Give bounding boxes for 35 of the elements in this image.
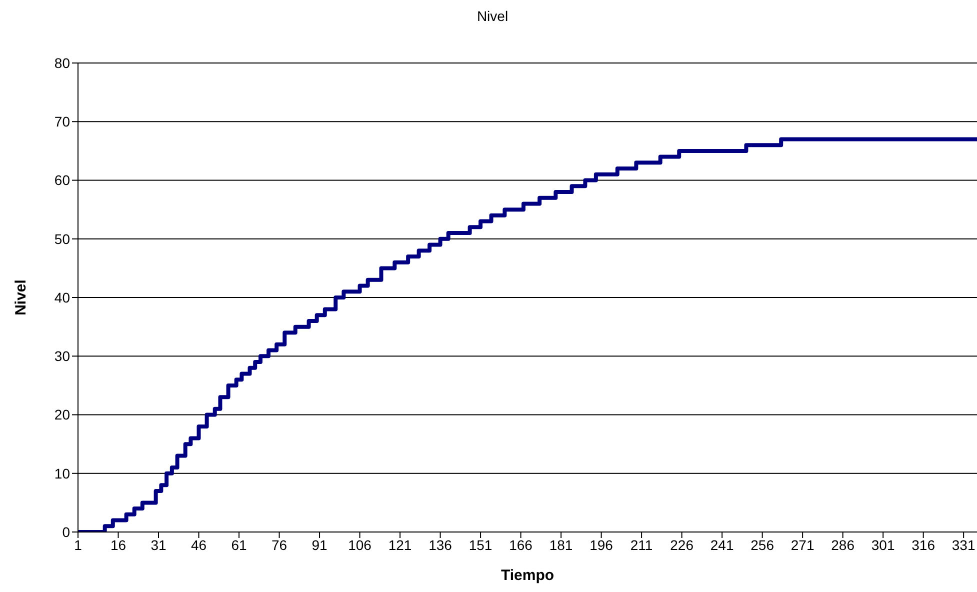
x-tick-label: 106	[348, 536, 372, 553]
x-tick-label: 196	[590, 536, 614, 553]
x-tick-label: 226	[670, 536, 694, 553]
y-tick-label: 0	[62, 524, 70, 540]
y-axis-title: Nivel	[12, 280, 30, 316]
x-tick-label: 1	[74, 536, 82, 553]
x-tick-label: 241	[710, 536, 734, 553]
x-tick-label: 271	[790, 536, 814, 553]
x-axis-title: Tiempo	[500, 567, 554, 584]
x-tick-label: 256	[750, 536, 774, 553]
x-tick-label: 211	[630, 536, 653, 553]
x-tick-label: 301	[871, 536, 895, 553]
x-tick-label: 151	[468, 536, 492, 553]
x-tick-label: 181	[549, 536, 573, 553]
y-tick-label: 40	[54, 289, 70, 306]
y-tick-label: 30	[54, 348, 70, 364]
y-tick-label: 70	[54, 114, 70, 130]
y-tick-label: 10	[54, 465, 70, 482]
x-tick-label: 121	[388, 536, 412, 553]
y-tick-label: 20	[54, 406, 70, 423]
x-tick-label: 76	[271, 536, 288, 553]
x-tick-label: 61	[231, 536, 248, 553]
x-tick-label: 91	[312, 536, 328, 553]
x-tick-label: 316	[912, 536, 936, 553]
x-tick-label: 136	[428, 536, 452, 553]
x-tick-label: 166	[509, 536, 533, 553]
x-tick-label: 31	[150, 536, 167, 553]
chart-title: Nivel	[476, 8, 510, 24]
x-tick-label: 331	[952, 536, 976, 553]
x-tick-label: 286	[831, 536, 855, 553]
x-tick-label: 46	[190, 536, 207, 553]
y-tick-label: 80	[54, 54, 70, 71]
y-tick-label: 60	[54, 172, 70, 188]
x-tick-label: 16	[110, 536, 126, 553]
y-tick-label: 50	[54, 230, 70, 247]
